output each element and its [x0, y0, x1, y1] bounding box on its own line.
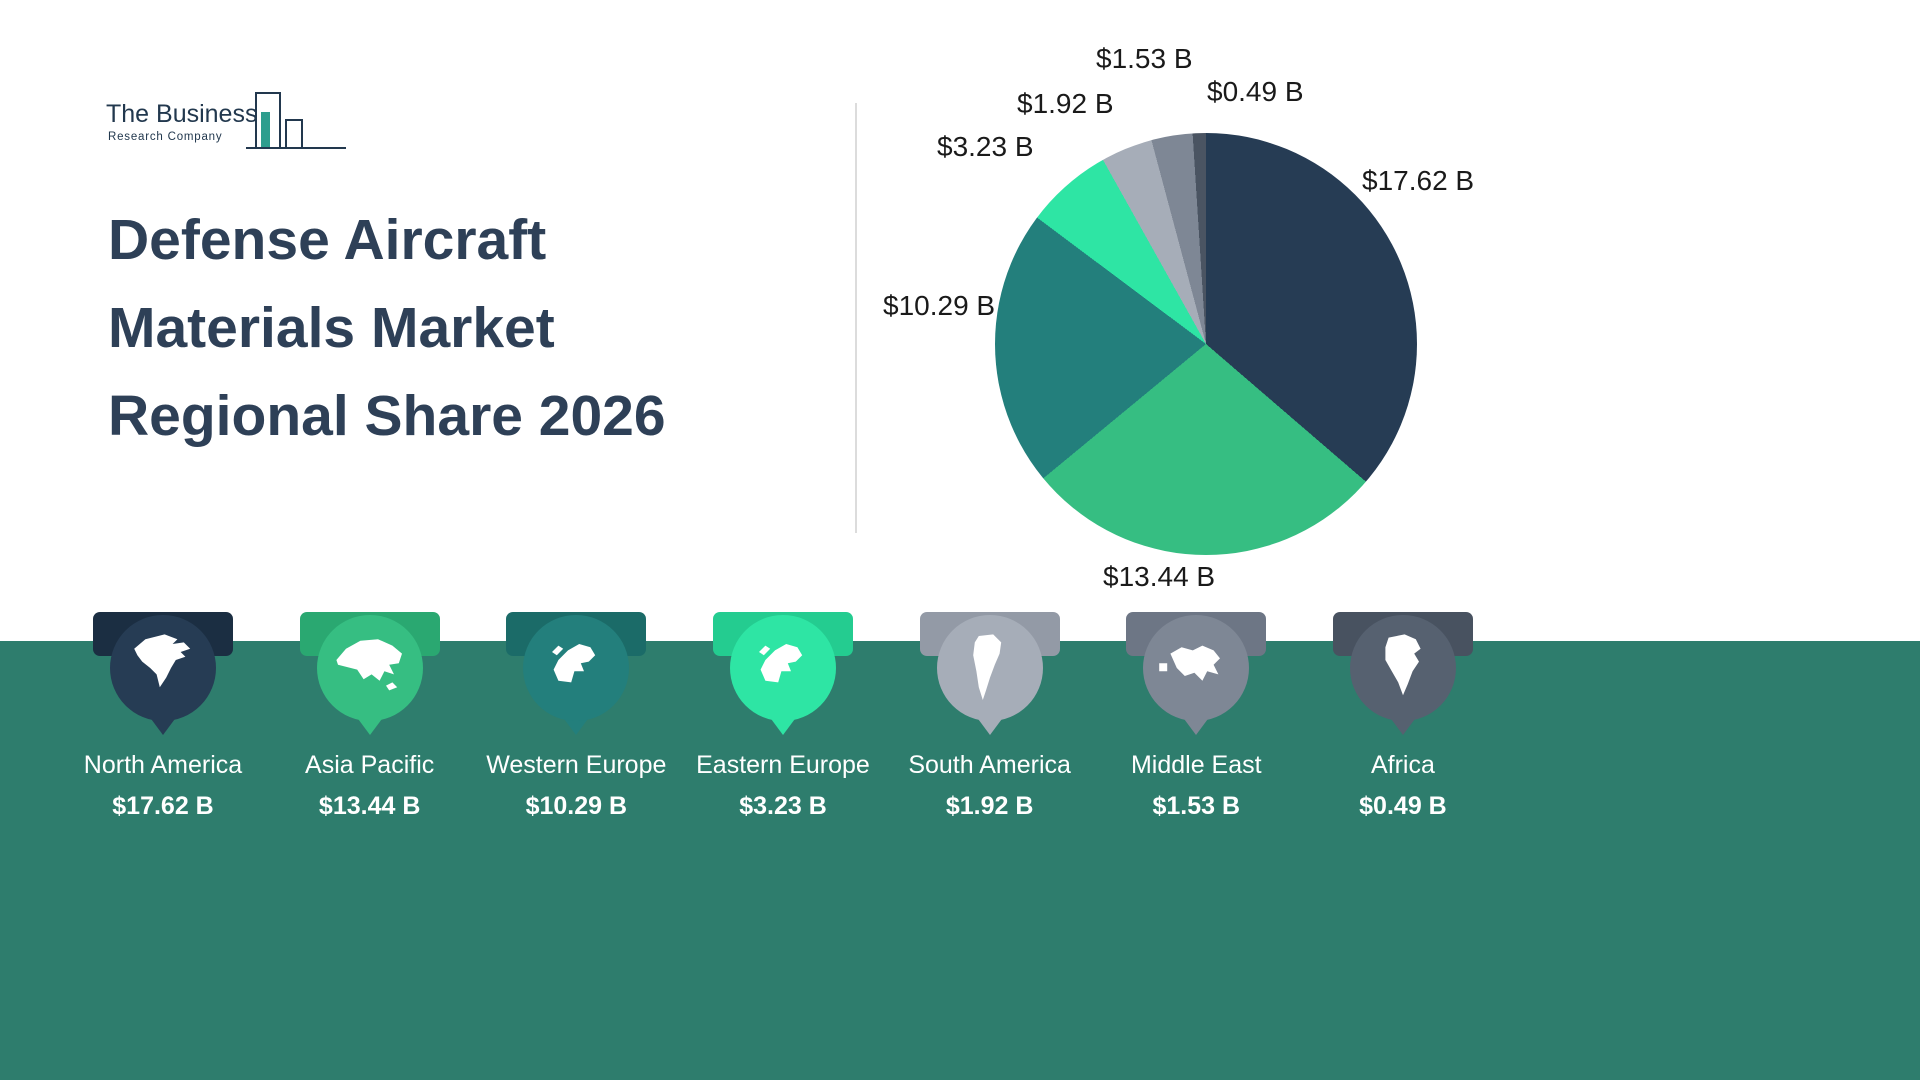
company-logo: The Business Research Company: [106, 88, 356, 165]
title-line-2: Materials Market: [108, 296, 555, 360]
eastern-europe-icon: [758, 644, 803, 683]
pie-label-africa: $0.49 B: [1207, 76, 1304, 107]
vertical-divider: [855, 103, 857, 533]
region-value: $0.49 B: [1359, 792, 1447, 820]
region-value: $3.23 B: [739, 792, 827, 820]
region-name: Eastern Europe: [696, 751, 870, 779]
region-badge: [93, 612, 233, 735]
region-value: $1.92 B: [945, 792, 1034, 820]
region-eastern-europe: Eastern Europe $3.23 B: [683, 612, 883, 821]
pie-label-western-europe: $10.29 B: [883, 290, 996, 321]
region-western-europe: Western Europe $10.29 B: [476, 612, 676, 821]
pie-label-north-america: $17.62 B: [1362, 165, 1475, 196]
region-name: South America: [908, 751, 1071, 779]
logo-mark: The Business Research Company: [106, 92, 346, 149]
asia-pacific-icon: [336, 639, 402, 691]
south-america-icon: [972, 634, 1001, 700]
pie-label-middle-east: $1.53 B: [1096, 43, 1193, 74]
pie-label-south-america: $1.92 B: [1017, 88, 1114, 119]
logo-text-line2: Research Company: [108, 131, 222, 143]
pie-label-eastern-europe: $3.23 B: [937, 131, 1034, 162]
north-america-icon: [134, 634, 191, 688]
region-name: Western Europe: [486, 751, 667, 779]
middle-east-icon: [1159, 645, 1221, 681]
region-north-america: North America $17.62 B: [63, 612, 263, 821]
region-value: $10.29 B: [525, 792, 628, 820]
region-name: North America: [83, 751, 243, 779]
pie-label-asia-pacific: $13.44 B: [1103, 561, 1216, 592]
page-title: Defense Aircraft Materials Market Region…: [108, 196, 666, 460]
region-badge: [919, 612, 1060, 735]
region-africa: Africa $0.49 B: [1303, 612, 1503, 821]
bottom-band: [0, 641, 1920, 1080]
region-name: Africa: [1370, 751, 1435, 779]
region-badge: [1126, 612, 1267, 735]
western-europe-icon: [552, 644, 596, 683]
region-badge: [1332, 612, 1473, 735]
region-south-america: South America $1.92 B: [890, 612, 1090, 821]
title-line-3: Regional Share 2026: [108, 384, 666, 448]
region-value: $13.44 B: [318, 792, 421, 820]
region-badge: [506, 612, 647, 735]
region-asia-pacific: Asia Pacific $13.44 B: [270, 612, 470, 821]
africa-icon: [1385, 634, 1421, 696]
pie-chart: [995, 133, 1417, 555]
region-value: $1.53 B: [1152, 792, 1241, 820]
logo-text-line1: The Business: [106, 100, 257, 128]
region-name: Middle East: [1130, 751, 1262, 779]
title-line-1: Defense Aircraft: [108, 208, 547, 272]
region-badge: [299, 612, 440, 735]
region-badge: [712, 612, 853, 735]
region-list: North America $17.62 B Asia Pacific $13.44 …: [63, 612, 1503, 821]
region-value: $17.62 B: [112, 792, 214, 820]
region-middle-east: Middle East $1.53 B: [1096, 612, 1296, 821]
region-name: Asia Pacific: [305, 751, 435, 779]
logo-barchart-icon: [246, 92, 346, 149]
